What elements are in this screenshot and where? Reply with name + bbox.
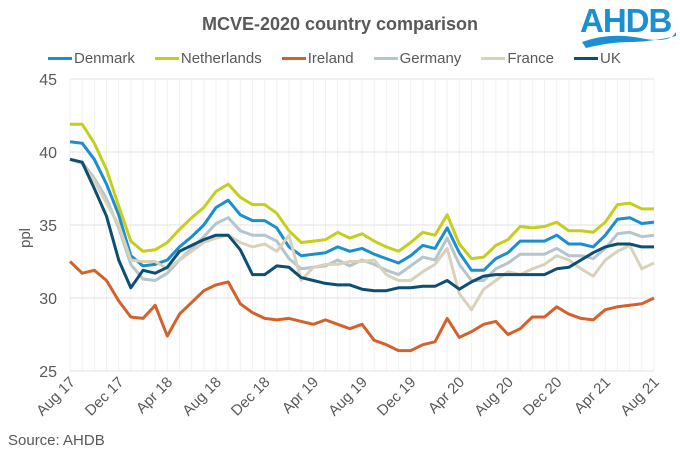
x-tick-label: Aug 18 — [179, 374, 225, 420]
x-tick-label: Apr 19 — [279, 374, 322, 417]
legend-label: Denmark — [74, 50, 135, 67]
legend-swatch — [481, 57, 506, 60]
x-tick-label: Dec 18 — [228, 374, 274, 420]
legend-swatch — [154, 57, 179, 60]
legend-item-uk: UK — [574, 50, 621, 67]
legend-label: Germany — [399, 50, 462, 67]
logo-text: AHDB — [580, 2, 672, 39]
x-tick-label: Aug 21 — [617, 374, 663, 420]
x-tick-label: Apr 18 — [133, 374, 176, 417]
y-tick-label: 45 — [39, 72, 57, 89]
y-tick-label: 25 — [39, 364, 57, 381]
logo-wave-icon — [582, 32, 676, 48]
x-tick-label: Apr 21 — [571, 374, 614, 417]
legend-label: UK — [600, 50, 621, 67]
legend-swatch — [373, 57, 398, 60]
x-tick-label: Aug 19 — [325, 374, 371, 420]
legend-item-france: France — [481, 50, 554, 67]
x-tick-label: Apr 20 — [425, 374, 468, 417]
legend-label: France — [507, 50, 554, 67]
x-tick-label: Dec 17 — [82, 374, 128, 420]
x-tick-label: Dec 20 — [520, 374, 566, 420]
y-tick-label: 35 — [39, 218, 57, 235]
legend-item-denmark: Denmark — [48, 50, 135, 67]
source-note: Source: AHDB — [8, 432, 105, 449]
series-line-uk — [69, 157, 654, 293]
x-tick-label: Aug 20 — [471, 374, 517, 420]
y-axis-label: ppl — [17, 228, 34, 248]
legend-swatch — [281, 57, 306, 60]
series-line-ireland — [68, 260, 655, 353]
ahdb-logo: AHDB — [580, 2, 676, 50]
legend-label: Ireland — [307, 50, 354, 67]
x-tick-label: Dec 19 — [374, 374, 420, 420]
legend-item-netherlands: Netherlands — [154, 50, 262, 67]
y-tick-label: 40 — [39, 145, 57, 162]
legend-item-ireland: Ireland — [281, 50, 354, 67]
legend-swatch — [48, 57, 72, 60]
chart-legend: Denmark Netherlands Ireland Germany France UK — [48, 50, 621, 67]
legend-item-germany: Germany — [373, 50, 462, 67]
series-line-denmark — [69, 140, 655, 272]
legend-label: Netherlands — [180, 50, 262, 67]
series-line-netherlands — [70, 122, 654, 261]
chart-title: MCVE-2020 country comparison — [201, 14, 479, 34]
y-tick-label: 30 — [39, 291, 57, 308]
legend-swatch — [574, 57, 598, 60]
